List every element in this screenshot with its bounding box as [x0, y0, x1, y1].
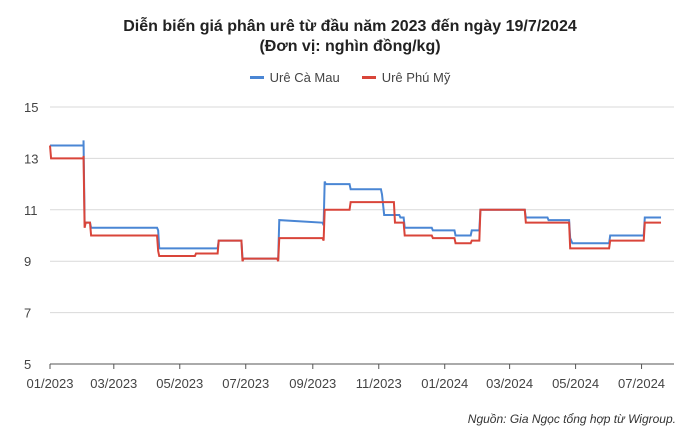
series-line-ca-mau	[50, 140, 662, 260]
y-tick-label-11: 11	[24, 203, 38, 218]
y-tick-label-5: 5	[24, 357, 31, 372]
x-tick-label-01/2023: 01/2023	[27, 376, 74, 391]
legend-label-phu-my: Urê Phú Mỹ	[381, 70, 451, 85]
source-note: Nguồn: Gia Ngọc tổng hợp từ Wigroup.	[467, 412, 676, 426]
x-tick-label-09/2023: 09/2023	[289, 376, 336, 391]
x-tick-label-07/2023: 07/2023	[222, 376, 269, 391]
y-tick-label-7: 7	[24, 306, 31, 321]
series-line-phu-my	[49, 145, 662, 262]
chart-legend: Urê Cà Mau Urê Phú Mỹ	[0, 70, 700, 85]
legend-item-phu-my: Urê Phú Mỹ	[361, 70, 451, 85]
x-tick-label-03/2023: 03/2023	[90, 376, 137, 391]
chart-title: Diễn biến giá phân urê từ đầu năm 2023 đ…	[123, 18, 577, 35]
legend-item-ca-mau: Urê Cà Mau	[249, 70, 340, 85]
x-tick-label-03/2024: 03/2024	[486, 376, 533, 391]
y-tick-label-9: 9	[24, 254, 31, 269]
legend-swatch-phu-my	[361, 76, 376, 79]
x-tick-label-07/2024: 07/2024	[618, 376, 665, 391]
x-tick-label-01/2024: 01/2024	[421, 376, 468, 391]
legend-label-ca-mau: Urê Cà Mau	[269, 70, 340, 85]
x-tick-label-05/2024: 05/2024	[552, 376, 599, 391]
y-tick-label-15: 15	[24, 100, 38, 115]
x-tick-label-05/2023: 05/2023	[156, 376, 203, 391]
x-tick-label-11/2023: 11/2023	[356, 376, 402, 391]
legend-swatch-ca-mau	[249, 76, 264, 79]
chart-subtitle: (Đơn vị: nghìn đồng/kg)	[259, 38, 441, 55]
y-tick-label-13: 13	[24, 151, 38, 166]
